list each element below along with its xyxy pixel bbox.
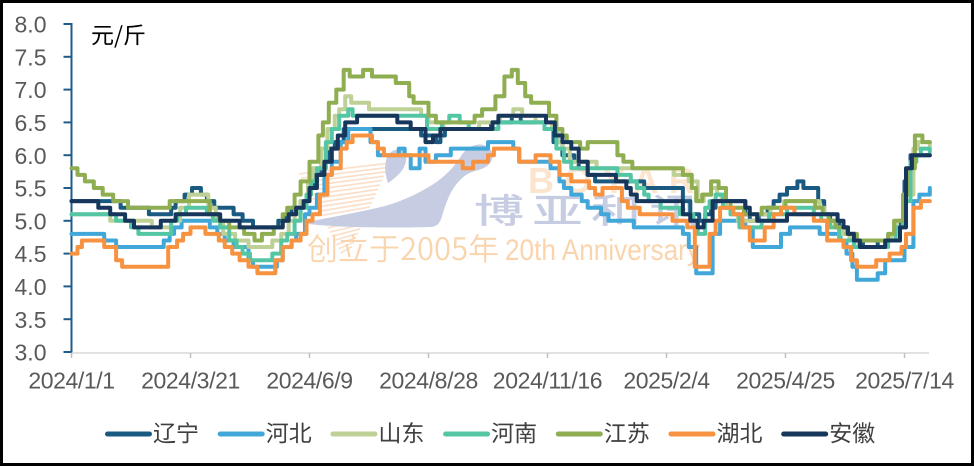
svg-text:7.5: 7.5 [15, 44, 47, 70]
svg-text:7.0: 7.0 [15, 77, 47, 103]
svg-text:3.0: 3.0 [15, 340, 47, 366]
svg-text:4.0: 4.0 [15, 274, 47, 300]
svg-text:2025/4/25: 2025/4/25 [736, 368, 835, 394]
svg-text:2024/3/21: 2024/3/21 [141, 368, 240, 394]
svg-text:2025/7/14: 2025/7/14 [855, 368, 954, 394]
svg-text:8.0: 8.0 [15, 12, 47, 38]
svg-text:2024/6/9: 2024/6/9 [266, 368, 352, 394]
svg-text:5.0: 5.0 [15, 208, 47, 234]
svg-text:5.5: 5.5 [15, 176, 47, 202]
svg-text:6.5: 6.5 [15, 110, 47, 136]
svg-text:2024/1/1: 2024/1/1 [28, 368, 114, 394]
svg-text:2025/2/4: 2025/2/4 [623, 368, 710, 394]
svg-text:20th Anniversary: 20th Anniversary [505, 234, 700, 267]
svg-text:4.5: 4.5 [15, 241, 47, 267]
svg-text:2024/11/16: 2024/11/16 [493, 368, 602, 394]
svg-text:6.0: 6.0 [15, 143, 47, 169]
svg-text:2024/8/28: 2024/8/28 [379, 368, 478, 394]
svg-text:3.5: 3.5 [15, 307, 47, 333]
